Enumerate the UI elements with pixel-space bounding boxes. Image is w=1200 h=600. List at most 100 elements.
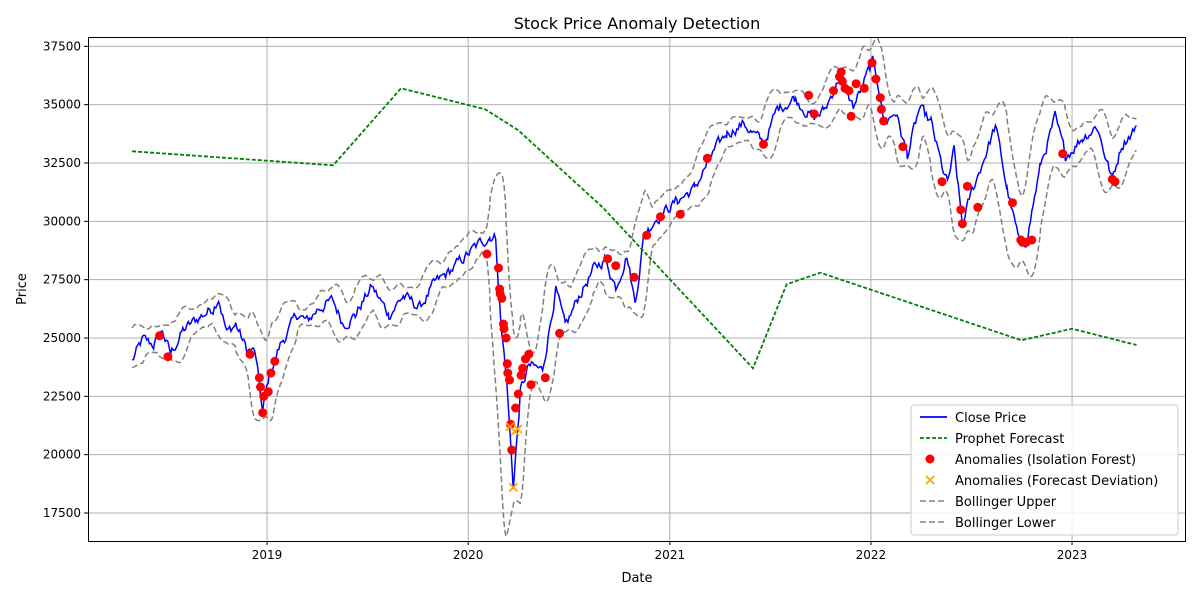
x-tick-label: 2023	[1057, 548, 1088, 562]
legend-deviation-swatch	[925, 475, 935, 485]
iso-anomaly-point	[656, 212, 665, 222]
iso-anomaly-point	[263, 387, 273, 397]
legend: Close Price Prophet Forecast Anomalies (…	[910, 404, 1179, 536]
iso-anomaly-point	[518, 363, 528, 373]
legend-forecast-label: Prophet Forecast	[955, 432, 1064, 447]
plot-frame	[88, 37, 1186, 542]
iso-anomaly-point	[494, 263, 503, 273]
iso-anomaly-point	[956, 205, 966, 215]
iso-anomaly-point	[270, 356, 280, 366]
isolation-forest-anomalies	[155, 58, 1120, 455]
iso-anomaly-point	[524, 349, 534, 359]
y-tick-label: 22500	[43, 389, 81, 403]
iso-anomaly-point	[875, 93, 885, 103]
legend-boll-lower-label: Bollinger Lower	[955, 516, 1056, 531]
iso-anomaly-point	[603, 254, 613, 264]
x-tick-label: 2019	[252, 548, 283, 562]
y-tick-label: 37500	[43, 39, 81, 53]
iso-anomaly-point	[513, 389, 523, 399]
iso-anomaly-point	[497, 293, 507, 303]
iso-anomaly-point	[629, 272, 639, 282]
plot-area	[131, 37, 1137, 539]
iso-anomaly-point	[973, 202, 983, 212]
iso-anomaly-point	[507, 445, 517, 455]
iso-anomaly-point	[499, 324, 509, 334]
iso-anomaly-point	[879, 116, 889, 126]
iso-anomaly-point	[482, 249, 492, 259]
legend-deviation-label: Anomalies (Forecast Deviation)	[955, 474, 1158, 489]
iso-anomaly-point	[503, 368, 513, 378]
iso-anomaly-point	[540, 373, 550, 383]
iso-anomaly-point	[859, 83, 869, 93]
y-tick-label: 25000	[43, 331, 81, 345]
grid	[88, 37, 1185, 541]
iso-anomaly-point	[256, 382, 265, 392]
y-tick-label: 30000	[43, 214, 81, 228]
iso-anomaly-point	[254, 373, 264, 383]
iso-anomaly-point	[804, 90, 814, 100]
iso-anomaly-point	[511, 403, 521, 413]
prophet-forecast-line	[132, 87, 1137, 370]
x-tick-label: 2021	[655, 548, 686, 562]
y-axis-title: Price	[15, 273, 30, 305]
iso-anomaly-point	[867, 58, 877, 68]
iso-anomaly-point	[245, 349, 255, 359]
iso-anomaly-point	[1110, 177, 1120, 187]
iso-anomaly-point	[505, 375, 514, 385]
y-axis: 17500 20000 22500 25000 27500 30000 32500 35000…	[43, 39, 88, 520]
iso-anomaly-point	[1008, 198, 1017, 208]
iso-anomaly-point	[675, 209, 685, 219]
iso-anomaly-point	[502, 359, 512, 369]
bollinger-upper-line	[131, 37, 1137, 354]
legend-iso-label: Anomalies (Isolation Forest)	[955, 453, 1136, 468]
iso-anomaly-point	[876, 104, 886, 114]
iso-anomaly-point	[962, 181, 972, 191]
iso-anomaly-point	[266, 368, 276, 378]
iso-anomaly-point	[871, 74, 881, 84]
iso-anomaly-point	[837, 76, 847, 86]
iso-anomaly-point	[1058, 149, 1068, 159]
iso-anomaly-point	[555, 328, 565, 338]
y-tick-label: 20000	[43, 448, 81, 462]
iso-anomaly-point	[836, 67, 846, 77]
iso-anomaly-point	[1027, 235, 1037, 245]
iso-anomaly-point	[611, 261, 621, 271]
legend-frame	[910, 404, 1179, 536]
iso-anomaly-point	[526, 380, 536, 390]
x-tick-label: 2020	[453, 548, 484, 562]
x-tick-label: 2022	[856, 548, 887, 562]
legend-close-label: Close Price	[955, 411, 1026, 426]
x-axis: 2019 2020 2021 2022 2023	[252, 541, 1088, 562]
deviation-anomaly-point	[508, 482, 518, 492]
deviation-anomaly-point	[513, 424, 523, 434]
iso-anomaly-point	[829, 86, 838, 96]
y-tick-label: 32500	[43, 156, 81, 170]
legend-iso-swatch	[925, 454, 935, 464]
iso-anomaly-point	[501, 333, 511, 343]
legend-boll-upper-label: Bollinger Upper	[955, 495, 1057, 510]
y-tick-label: 35000	[43, 98, 81, 112]
iso-anomaly-point	[937, 177, 947, 187]
y-tick-label: 17500	[43, 506, 81, 520]
iso-anomaly-point	[759, 139, 768, 149]
iso-anomaly-point	[957, 219, 967, 229]
forecast-deviation-anomalies	[505, 422, 523, 492]
iso-anomaly-point	[702, 153, 712, 163]
iso-anomaly-point	[844, 86, 854, 96]
iso-anomaly-point	[516, 370, 526, 380]
iso-anomaly-point	[155, 331, 165, 341]
iso-anomaly-point	[898, 142, 908, 152]
x-axis-title: Date	[621, 571, 652, 586]
iso-anomaly-point	[851, 79, 861, 89]
close-price-line	[131, 55, 1137, 490]
bollinger-lower-line	[131, 103, 1137, 539]
iso-anomaly-point	[846, 111, 856, 121]
iso-anomaly-point	[809, 109, 819, 119]
y-tick-label: 27500	[43, 273, 81, 287]
chart-title: Stock Price Anomaly Detection	[514, 14, 760, 33]
iso-anomaly-point	[163, 352, 173, 362]
iso-anomaly-point	[506, 419, 516, 429]
iso-anomaly-point	[642, 230, 652, 240]
iso-anomaly-point	[258, 408, 268, 418]
